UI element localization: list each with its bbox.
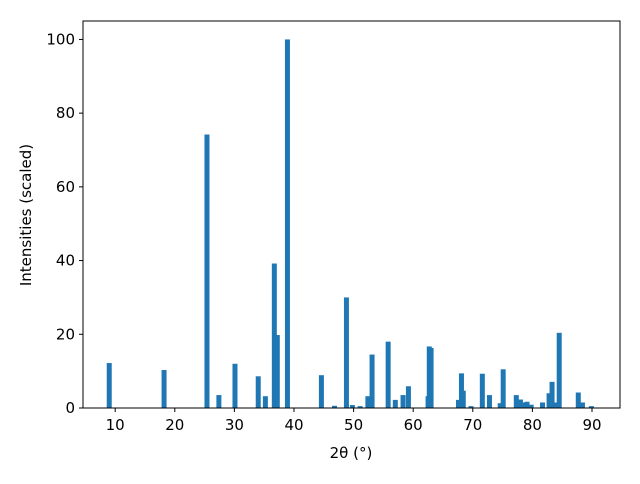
bar xyxy=(552,402,558,408)
bar xyxy=(349,405,355,408)
y-axis-label: Intensities (scaled) xyxy=(17,144,35,286)
bar xyxy=(460,390,466,408)
bar xyxy=(528,404,534,408)
bar xyxy=(204,134,210,408)
bar xyxy=(468,406,474,408)
bar xyxy=(332,405,338,408)
y-tick-label: 80 xyxy=(56,104,75,122)
bar xyxy=(216,395,222,408)
bar xyxy=(524,401,530,408)
y-tick-label: 60 xyxy=(56,178,75,196)
y-tick-label: 0 xyxy=(65,399,75,417)
bar xyxy=(458,373,464,408)
x-tick-label: 10 xyxy=(106,416,125,434)
bar xyxy=(546,393,552,408)
bar xyxy=(343,297,349,408)
bar xyxy=(479,373,485,408)
bar xyxy=(255,376,261,408)
bar xyxy=(486,395,492,408)
bar xyxy=(575,392,581,408)
bar xyxy=(357,406,363,408)
x-tick-label: 50 xyxy=(344,416,363,434)
x-tick-label: 20 xyxy=(165,416,184,434)
bar xyxy=(428,347,434,408)
bar xyxy=(369,354,375,408)
bar xyxy=(405,386,411,408)
x-axis-label: 2θ (°) xyxy=(330,444,373,462)
bar xyxy=(274,335,280,408)
plot-frame xyxy=(82,20,621,409)
x-tick-label: 60 xyxy=(404,416,423,434)
x-tick-label: 80 xyxy=(523,416,542,434)
bar xyxy=(271,263,277,408)
bar xyxy=(455,399,461,408)
x-tick-label: 70 xyxy=(463,416,482,434)
bar xyxy=(161,370,167,408)
bar xyxy=(579,402,585,408)
bar xyxy=(500,369,506,408)
bar xyxy=(540,402,546,408)
bar xyxy=(284,39,290,409)
x-tick-label: 30 xyxy=(225,416,244,434)
bar xyxy=(385,341,391,408)
bar xyxy=(497,403,503,408)
bar xyxy=(262,396,268,408)
bar xyxy=(588,406,594,408)
bar xyxy=(392,399,398,408)
bar xyxy=(521,402,527,408)
y-tick-label: 20 xyxy=(56,325,75,343)
bar xyxy=(513,395,519,408)
x-tick-label: 90 xyxy=(582,416,601,434)
x-tick-label: 40 xyxy=(284,416,303,434)
bar xyxy=(556,332,562,408)
bar xyxy=(365,396,371,408)
bar xyxy=(232,363,238,408)
y-tick-label: 100 xyxy=(46,30,75,48)
y-tick-label: 40 xyxy=(56,252,75,270)
bar xyxy=(400,395,406,408)
bar xyxy=(318,375,324,408)
bar xyxy=(549,381,555,408)
bar xyxy=(106,363,112,408)
bar xyxy=(517,399,523,408)
